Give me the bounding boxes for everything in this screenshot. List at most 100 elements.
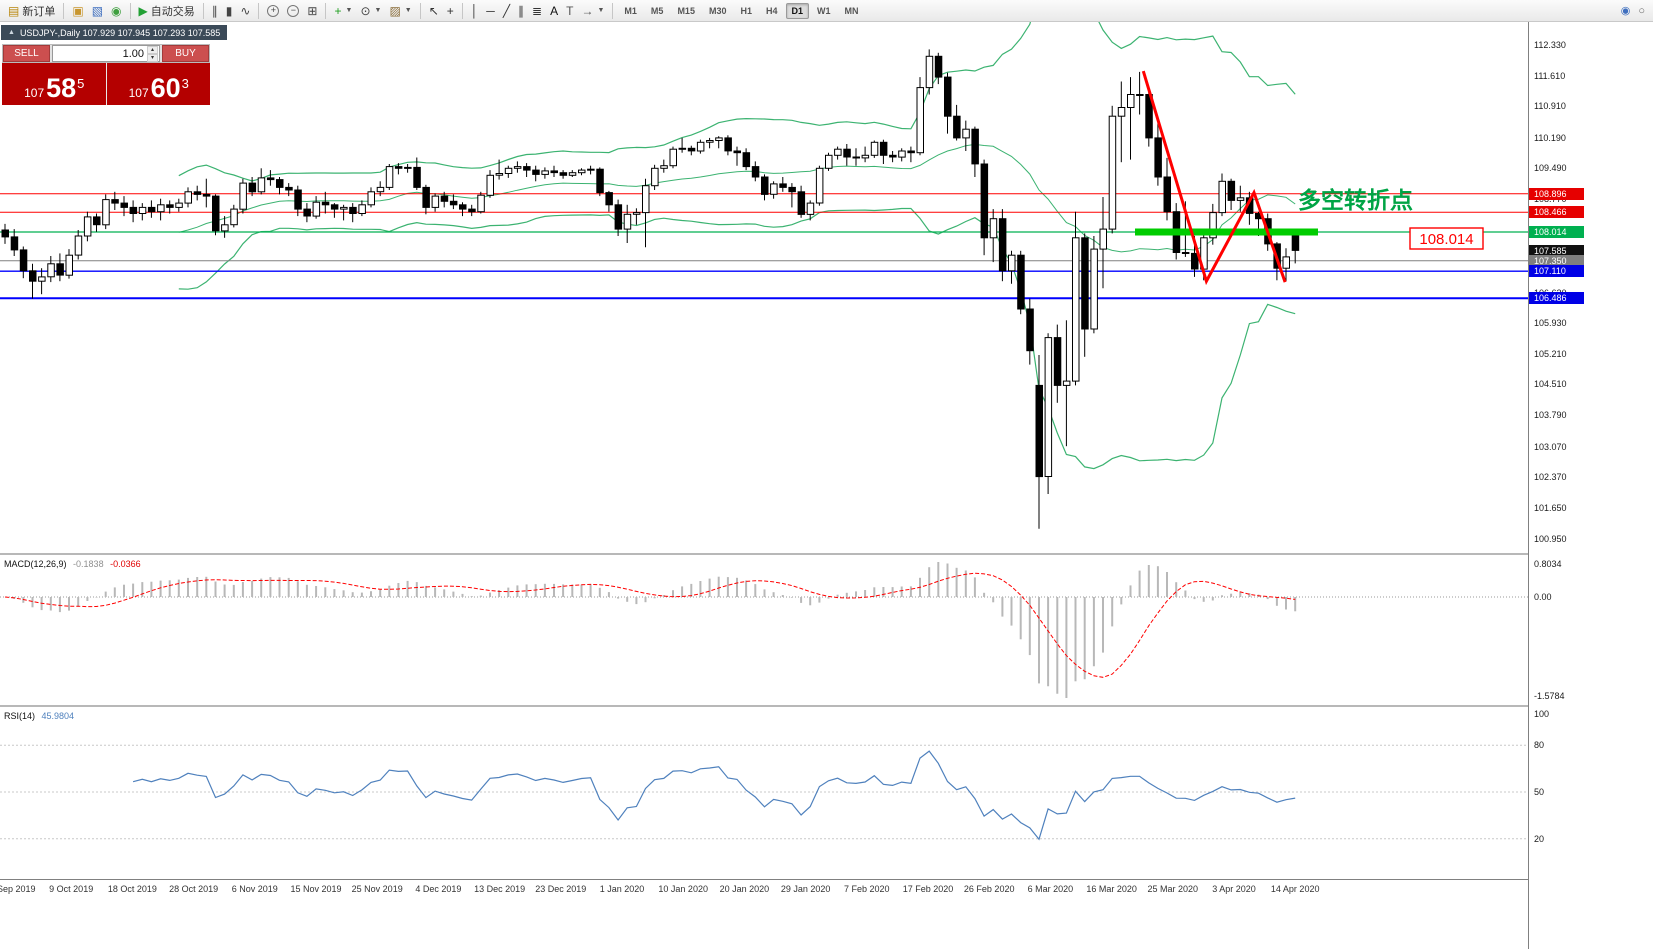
search-icon[interactable]: ○ (1638, 4, 1645, 17)
timeframe-m1[interactable]: M1 (624, 5, 637, 16)
date-label: 9 Oct 2019 (49, 884, 94, 894)
vertical-line-icon[interactable]: │ (467, 2, 483, 20)
tile-windows-glyph: ⊞ (307, 3, 318, 18)
trendline-icon[interactable]: ╱ (499, 2, 514, 20)
macd-main-value: -0.1838 (73, 559, 104, 569)
chart-area[interactable]: 多空转折点 108.014 ▲ USDJPY-,Daily 107.929 107… (0, 22, 1653, 949)
profiles-icon[interactable]: ▧ (88, 2, 107, 20)
price-chart[interactable]: 多空转折点 108.014 (0, 22, 1528, 553)
timeframe-h4[interactable]: H4 (765, 5, 778, 16)
macd-scale-zero: 0.00 (1534, 592, 1552, 602)
timeframe-m30[interactable]: M30 (708, 5, 727, 16)
periods-glyph: ⊙ (360, 3, 371, 18)
templates-button[interactable]: ▨ ▼ (385, 2, 415, 20)
support-zone-bar[interactable] (1135, 228, 1318, 236)
macd-panel[interactable] (0, 555, 1528, 705)
sell-price-panel[interactable]: 107 58 5 (2, 63, 107, 105)
volume-field[interactable]: 1.00 ▴ ▾ (52, 45, 160, 62)
toolbar-separator (258, 2, 260, 19)
toolbar-separator (129, 2, 131, 19)
price-tick: 111.610 (1534, 70, 1566, 81)
timeframe-m15[interactable]: M15 (677, 5, 695, 16)
rsi-line (132, 750, 1296, 841)
price-tick: 105.930 (1534, 317, 1567, 328)
time-axis[interactable]: 30 Sep 2019 9 Oct 2019 18 Oct 2019 28 Oct 2… (0, 880, 1528, 902)
rsi-panel[interactable] (0, 707, 1528, 879)
bar-chart-icon[interactable]: ∥ (208, 2, 222, 20)
crosshair-icon[interactable]: + (443, 2, 458, 20)
auto-trading-button[interactable]: ▶ 自动交易 (135, 2, 199, 20)
tile-windows-icon[interactable]: ⊞ (303, 2, 321, 20)
line-chart-icon[interactable]: ∿ (236, 2, 254, 20)
price-tick: 109.490 (1534, 162, 1567, 173)
volume-value: 1.00 (122, 47, 144, 60)
chevron-down-icon: ▼ (374, 7, 382, 14)
price-tag: 106.486 (1529, 292, 1584, 305)
buy-button[interactable]: BUY (162, 45, 209, 62)
new-order-button[interactable]: ▤ 新订单 (4, 2, 59, 20)
zoom-in-glyph: + (267, 4, 280, 17)
rsi-value: 45.9804 (41, 711, 75, 721)
timeframe-mn[interactable]: MN (844, 5, 859, 16)
date-label: 3 Apr 2020 (1212, 884, 1256, 894)
panel-splitter-macd[interactable] (0, 553, 1653, 555)
candlesticks (1, 49, 1300, 529)
timeframe-h1[interactable]: H1 (740, 5, 752, 16)
macd-signal-value: -0.0366 (110, 559, 141, 569)
horizontal-lines[interactable] (0, 193, 1528, 300)
bollinger-bands[interactable] (178, 22, 1296, 470)
rsi-levels (0, 744, 1528, 840)
zoom-out-icon[interactable]: − (283, 2, 303, 20)
candlestick-chart-icon[interactable]: ▮ (222, 2, 237, 20)
volume-down-arrow[interactable]: ▾ (147, 53, 158, 62)
price-scale[interactable]: 112.330111.610110.910110.190109.490108.7… (1528, 22, 1653, 949)
timeframe-d1[interactable]: D1 (785, 2, 810, 19)
cursor-icon[interactable]: ↖ (425, 2, 443, 20)
volume-up-arrow[interactable]: ▴ (147, 45, 158, 54)
cursor-glyph: ↖ (428, 3, 439, 18)
panel-splitter-rsi[interactable] (0, 705, 1653, 707)
arrows-button[interactable]: → ▼ (577, 2, 608, 20)
trendline-zigzag[interactable] (1141, 70, 1287, 286)
macd-name: MACD(12,26,9) (4, 559, 67, 569)
horizontal-line-icon[interactable]: ─ (482, 2, 499, 20)
new-chart-glyph: ▣ (72, 3, 84, 18)
date-label: 16 Mar 2020 (1086, 884, 1137, 894)
main-toolbar: ▤ 新订单 ▣ ▧ ◉ ▶ 自动交易 ∥ ▮ ∿ + − ⊞ + ▼ ⊙ ▼ ▨ ▼ ↖ + │ ─ ╱ ∥ ≣ A T → ▼ M1 M5… (0, 0, 1653, 22)
community-icon[interactable]: ◉ (1620, 5, 1631, 17)
fibonacci-icon[interactable]: ≣ (528, 2, 546, 20)
date-label: 10 Jan 2020 (658, 884, 708, 894)
timeframe-w1[interactable]: W1 (817, 5, 831, 16)
new-order-glyph: ▤ (8, 3, 20, 18)
periods-button[interactable]: ⊙ ▼ (356, 2, 385, 20)
chart-title-bar: ▲ USDJPY-,Daily 107.929 107.945 107.293 … (1, 25, 228, 40)
sell-button[interactable]: SELL (3, 45, 50, 62)
price-label-box[interactable]: 108.014 (1409, 227, 1484, 250)
rsi-scale-100: 100 (1534, 709, 1550, 719)
vertical-line-glyph: │ (470, 3, 479, 18)
chevron-down-icon: ▼ (404, 7, 412, 14)
chart-collapse-icon[interactable]: ▲ (8, 29, 15, 36)
macd-signal-line (4, 572, 1296, 678)
text-label-icon[interactable]: T (562, 2, 577, 20)
date-label: 7 Feb 2020 (844, 884, 890, 894)
rsi-indicator-label: RSI(14) 45.9804 (4, 711, 74, 721)
new-chart-icon[interactable]: ▣ (68, 2, 87, 20)
turning-point-annotation[interactable]: 多空转折点 (1298, 187, 1413, 213)
date-label: 25 Nov 2019 (351, 884, 403, 894)
text-icon[interactable]: A (546, 2, 562, 20)
date-label: 6 Mar 2020 (1027, 884, 1074, 894)
chevron-down-icon: ▼ (345, 7, 353, 14)
buy-price-panel[interactable]: 107 60 3 (106, 63, 210, 105)
crosshair-glyph: + (446, 3, 454, 18)
alerts-icon[interactable]: ◉ (107, 2, 125, 20)
price-tick: 110.190 (1534, 132, 1566, 143)
rsi-scale-80: 80 (1534, 740, 1545, 751)
profiles-glyph: ▧ (91, 3, 104, 18)
timeframe-m5[interactable]: M5 (650, 5, 664, 16)
indicators-add-button[interactable]: + ▼ (330, 2, 356, 20)
macd-indicator-label: MACD(12,26,9) -0.1838 -0.0366 (4, 559, 141, 569)
date-label: 28 Oct 2019 (169, 884, 219, 894)
channel-icon[interactable]: ∥ (514, 2, 528, 20)
zoom-in-icon[interactable]: + (263, 2, 283, 20)
